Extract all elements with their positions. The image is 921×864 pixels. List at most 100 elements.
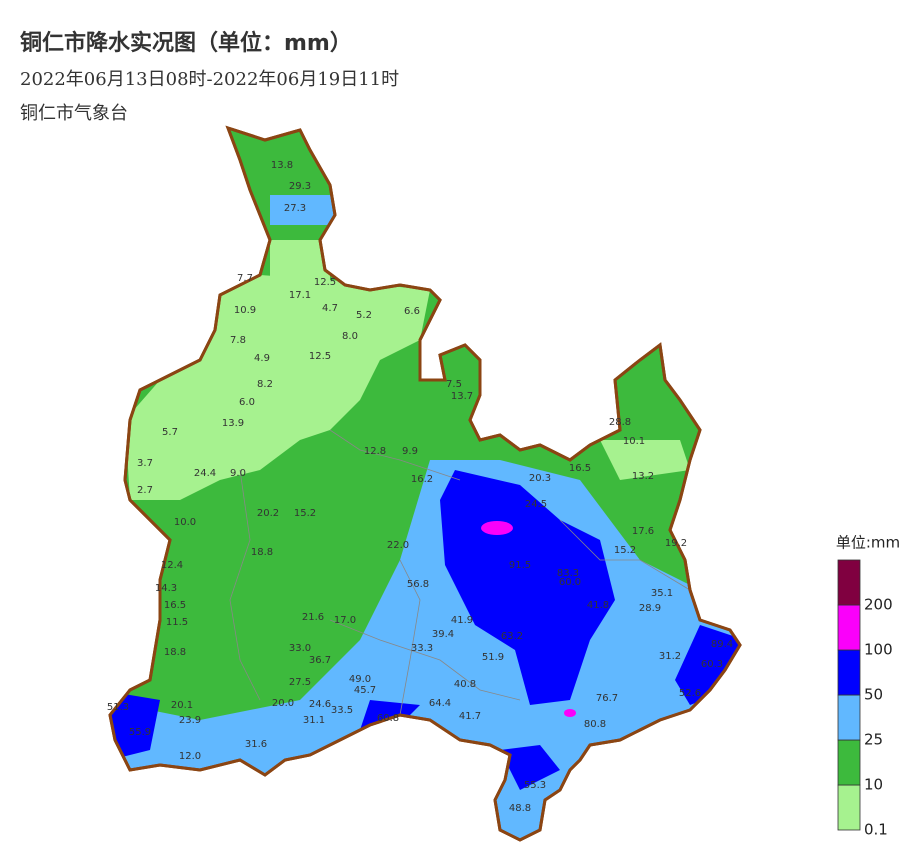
station-value: 24.4 [194,468,216,479]
station-value: 80.8 [584,719,606,730]
station-value: 56.8 [407,579,429,590]
station-value: 60.0 [559,577,581,588]
station-value: 21.6 [302,612,324,623]
station-value: 48.8 [509,803,531,814]
city-border [108,125,742,842]
station-value: 83.3 [557,568,579,579]
legend: 单位:mm 0.1 10 25 50 100 200 [836,534,900,839]
station-value: 41.7 [459,711,481,722]
station-value: 8.0 [342,331,358,342]
source: 铜仁市气象台 [20,103,128,124]
station-value: 6.0 [239,397,255,408]
zone [564,709,576,717]
station-value: 3.7 [137,458,153,469]
county-borders [229,429,691,716]
station-value: 22.0 [387,540,409,551]
station-value: 12.4 [161,560,183,571]
station-value: 63.2 [501,631,523,642]
legend-swatch [837,739,861,786]
station-value: 12.5 [309,351,331,362]
zone [600,440,690,480]
station-value: 9.0 [230,468,246,479]
station-value: 60.8 [377,713,399,724]
station-value: 7.7 [237,273,253,284]
station-value: 20.3 [529,473,551,484]
station-value: 31.6 [245,739,267,750]
station-value: 41.8 [587,600,609,611]
station-value: 40.8 [454,679,476,690]
station-value: 13.2 [632,471,654,482]
subtitle: 2022年06月13日08时-2022年06月19日11时 [20,69,399,90]
station-value: 20.1 [171,700,193,711]
station-value: 27.3 [284,203,306,214]
legend-label: 25 [864,731,883,749]
station-value: 27.5 [289,677,311,688]
station-value: 13.8 [271,160,293,171]
station-value: 35.1 [651,588,673,599]
legend-label: 10 [864,776,883,794]
station-value: 36.7 [309,655,331,666]
station-value: 60.3 [701,659,723,670]
station-value: 33.5 [331,705,353,716]
station-value: 16.2 [411,474,433,485]
zone [481,521,513,535]
station-value: 8.2 [257,379,273,390]
station-value: 20.0 [272,698,294,709]
station-value: 20.2 [257,508,279,519]
legend-title: 单位:mm [836,534,900,552]
station-value: 12.5 [314,277,336,288]
legend-swatch [837,649,861,696]
station-value: 4.7 [322,303,338,314]
station-value: 24.5 [525,499,547,510]
station-value: 19.2 [665,538,687,549]
station-value: 17.0 [334,615,356,626]
station-value: 24.6 [309,699,331,710]
station-values: 13.829.327.37.717.112.510.9 4.75.28.06.67… [107,160,733,814]
station-value: 41.9 [451,615,473,626]
station-value: 51.3 [107,702,129,713]
station-value: 64.4 [429,698,451,709]
legend-swatch [837,694,861,741]
station-value: 13.9 [222,418,244,429]
station-value: 5.2 [356,310,372,321]
station-value: 17.6 [632,526,654,537]
station-value: 12.8 [364,446,386,457]
legend-label: 50 [864,686,883,704]
station-value: 10.0 [174,517,196,528]
station-value: 9.9 [402,446,418,457]
station-value: 45.7 [354,685,376,696]
station-value: 31.2 [659,651,681,662]
station-value: 89.4 [711,639,733,650]
station-value: 52.6 [679,688,701,699]
rain-zones [110,128,740,840]
zone [125,275,430,500]
legend-swatch [837,784,861,831]
station-value: 7.5 [446,379,462,390]
station-value: 55.9 [129,727,151,738]
station-value: 76.7 [596,693,618,704]
station-value: 10.1 [623,436,645,447]
title: 铜仁市降水实况图（单位：mm） [20,30,352,56]
station-value: 31.1 [303,715,325,726]
station-value: 39.4 [432,629,454,640]
station-value: 51.9 [482,652,504,663]
legend-label: 100 [864,641,893,659]
station-value: 13.7 [451,391,473,402]
station-value: 15.2 [614,545,636,556]
zone [500,745,560,790]
station-value: 12.0 [179,751,201,762]
station-value: 28.8 [609,417,631,428]
legend-label: 200 [864,596,893,614]
station-value: 33.3 [411,643,433,654]
station-value: 49.0 [349,674,371,685]
zone [270,195,335,225]
station-value: 5.7 [162,427,178,438]
station-value: 6.6 [404,306,420,317]
station-value: 55.3 [524,780,546,791]
station-value: 16.5 [164,600,186,611]
station-value: 4.9 [254,353,270,364]
station-value: 18.8 [251,547,273,558]
station-value: 18.8 [164,647,186,658]
station-value: 33.0 [289,643,311,654]
